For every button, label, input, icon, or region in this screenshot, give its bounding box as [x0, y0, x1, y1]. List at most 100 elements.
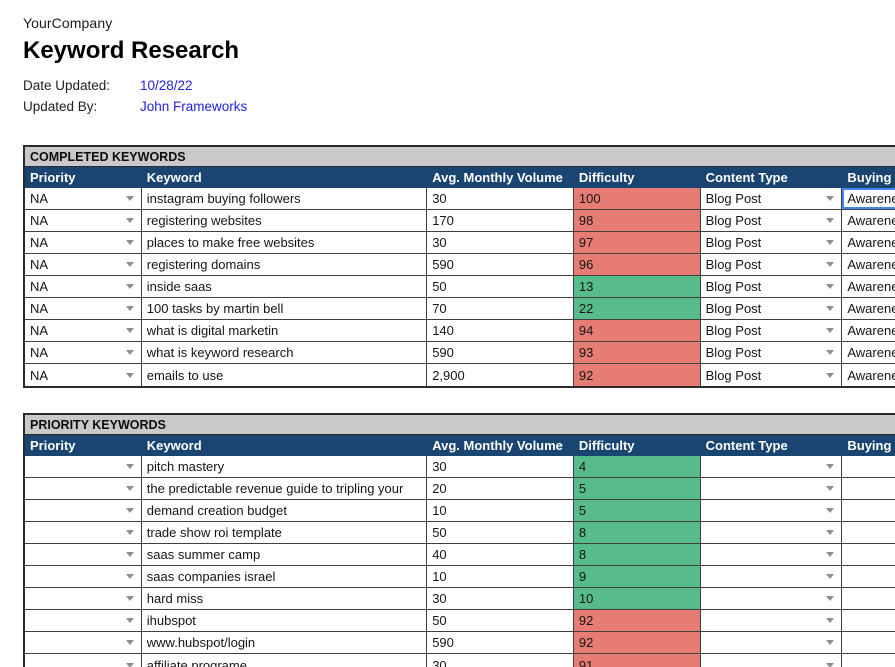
- volume-cell[interactable]: 30: [427, 654, 574, 667]
- difficulty-cell[interactable]: 8: [573, 544, 701, 566]
- content-type-dropdown-cell[interactable]: Blog Post: [700, 188, 843, 210]
- chevron-down-icon[interactable]: [125, 464, 134, 469]
- volume-cell[interactable]: 30: [427, 188, 574, 210]
- buying-stage-cell[interactable]: Awareness: [842, 276, 895, 298]
- priority-dropdown-cell[interactable]: [25, 544, 142, 566]
- difficulty-cell[interactable]: 92: [573, 364, 701, 386]
- chevron-down-icon[interactable]: [826, 618, 835, 623]
- content-type-dropdown-cell[interactable]: [700, 632, 843, 654]
- priority-dropdown-cell[interactable]: [25, 610, 142, 632]
- chevron-down-icon[interactable]: [125, 240, 134, 245]
- chevron-down-icon[interactable]: [826, 662, 835, 667]
- keyword-cell[interactable]: www.hubspot/login: [141, 632, 428, 654]
- keyword-cell[interactable]: the predictable revenue guide to triplin…: [141, 478, 428, 500]
- difficulty-cell[interactable]: 5: [573, 478, 701, 500]
- difficulty-cell[interactable]: 92: [573, 610, 701, 632]
- volume-cell[interactable]: 170: [427, 210, 574, 232]
- keyword-cell[interactable]: what is digital marketin: [141, 320, 428, 342]
- chevron-down-icon[interactable]: [826, 350, 835, 355]
- content-type-dropdown-cell[interactable]: [700, 610, 843, 632]
- chevron-down-icon[interactable]: [826, 372, 835, 378]
- difficulty-cell[interactable]: 100: [573, 188, 701, 210]
- difficulty-cell[interactable]: 92: [573, 632, 701, 654]
- content-type-dropdown-cell[interactable]: [700, 544, 843, 566]
- buying-stage-cell[interactable]: Awareness: [842, 342, 895, 364]
- keyword-cell[interactable]: what is keyword research: [141, 342, 428, 364]
- chevron-down-icon[interactable]: [125, 574, 134, 579]
- buying-stage-cell[interactable]: [842, 500, 895, 522]
- priority-dropdown-cell[interactable]: [25, 500, 142, 522]
- buying-stage-cell[interactable]: Awareness: [842, 232, 895, 254]
- keyword-cell[interactable]: emails to use: [142, 364, 428, 386]
- chevron-down-icon[interactable]: [125, 552, 134, 557]
- chevron-down-icon[interactable]: [826, 240, 835, 245]
- chevron-down-icon[interactable]: [826, 218, 835, 223]
- content-type-dropdown-cell[interactable]: Blog Post: [700, 232, 843, 254]
- content-type-dropdown-cell[interactable]: [700, 500, 843, 522]
- volume-cell[interactable]: 10: [427, 566, 574, 588]
- buying-stage-cell[interactable]: [842, 522, 895, 544]
- chevron-down-icon[interactable]: [125, 328, 134, 333]
- chevron-down-icon[interactable]: [125, 196, 134, 201]
- updated-by-link[interactable]: John Frameworks: [140, 99, 248, 114]
- chevron-down-icon[interactable]: [125, 530, 134, 535]
- chevron-down-icon[interactable]: [125, 596, 134, 601]
- volume-cell[interactable]: 590: [427, 342, 574, 364]
- priority-dropdown-cell[interactable]: NA: [25, 276, 142, 298]
- priority-dropdown-cell[interactable]: NA: [25, 232, 142, 254]
- content-type-dropdown-cell[interactable]: Blog Post: [700, 276, 843, 298]
- chevron-down-icon[interactable]: [125, 618, 134, 623]
- priority-dropdown-cell[interactable]: NA: [25, 188, 142, 210]
- difficulty-cell[interactable]: 96: [573, 254, 701, 276]
- priority-dropdown-cell[interactable]: [25, 654, 142, 667]
- priority-dropdown-cell[interactable]: NA: [25, 210, 142, 232]
- volume-cell[interactable]: 10: [427, 500, 574, 522]
- difficulty-cell[interactable]: 8: [573, 522, 701, 544]
- keyword-cell[interactable]: places to make free websites: [141, 232, 428, 254]
- difficulty-cell[interactable]: 91: [573, 654, 701, 667]
- priority-dropdown-cell[interactable]: [25, 456, 142, 478]
- priority-dropdown-cell[interactable]: NA: [25, 320, 142, 342]
- chevron-down-icon[interactable]: [826, 262, 835, 267]
- buying-stage-cell[interactable]: [842, 456, 895, 478]
- content-type-dropdown-cell[interactable]: [700, 478, 843, 500]
- buying-stage-cell[interactable]: [842, 610, 895, 632]
- chevron-down-icon[interactable]: [826, 574, 835, 579]
- keyword-cell[interactable]: saas summer camp: [141, 544, 428, 566]
- chevron-down-icon[interactable]: [826, 596, 835, 601]
- difficulty-cell[interactable]: 4: [573, 456, 701, 478]
- buying-stage-cell[interactable]: [842, 544, 895, 566]
- chevron-down-icon[interactable]: [826, 640, 835, 645]
- volume-cell[interactable]: 30: [427, 232, 574, 254]
- priority-dropdown-cell[interactable]: NA: [25, 342, 142, 364]
- volume-cell[interactable]: 590: [427, 632, 574, 654]
- volume-cell[interactable]: 140: [427, 320, 574, 342]
- chevron-down-icon[interactable]: [826, 552, 835, 557]
- keyword-cell[interactable]: demand creation budget: [141, 500, 428, 522]
- buying-stage-cell[interactable]: Awareness: [842, 320, 895, 342]
- chevron-down-icon[interactable]: [125, 662, 134, 667]
- keyword-cell[interactable]: trade show roi template: [141, 522, 428, 544]
- priority-dropdown-cell[interactable]: NA: [25, 364, 142, 386]
- difficulty-cell[interactable]: 98: [573, 210, 701, 232]
- volume-cell[interactable]: 50: [427, 276, 574, 298]
- keyword-cell[interactable]: 100 tasks by martin bell: [141, 298, 428, 320]
- difficulty-cell[interactable]: 93: [573, 342, 701, 364]
- keyword-cell[interactable]: affiliate programe: [142, 654, 428, 667]
- content-type-dropdown-cell[interactable]: [701, 654, 843, 667]
- chevron-down-icon[interactable]: [826, 328, 835, 333]
- content-type-dropdown-cell[interactable]: [700, 456, 843, 478]
- buying-stage-cell[interactable]: Awareness: [842, 188, 895, 210]
- chevron-down-icon[interactable]: [125, 508, 134, 513]
- priority-dropdown-cell[interactable]: [25, 522, 142, 544]
- chevron-down-icon[interactable]: [826, 508, 835, 513]
- content-type-dropdown-cell[interactable]: Blog Post: [701, 364, 843, 386]
- difficulty-cell[interactable]: 13: [573, 276, 701, 298]
- content-type-dropdown-cell[interactable]: [700, 588, 843, 610]
- chevron-down-icon[interactable]: [826, 196, 835, 201]
- volume-cell[interactable]: 30: [427, 456, 574, 478]
- keyword-cell[interactable]: registering websites: [141, 210, 428, 232]
- priority-dropdown-cell[interactable]: [25, 566, 142, 588]
- volume-cell[interactable]: 30: [427, 588, 574, 610]
- content-type-dropdown-cell[interactable]: [700, 566, 843, 588]
